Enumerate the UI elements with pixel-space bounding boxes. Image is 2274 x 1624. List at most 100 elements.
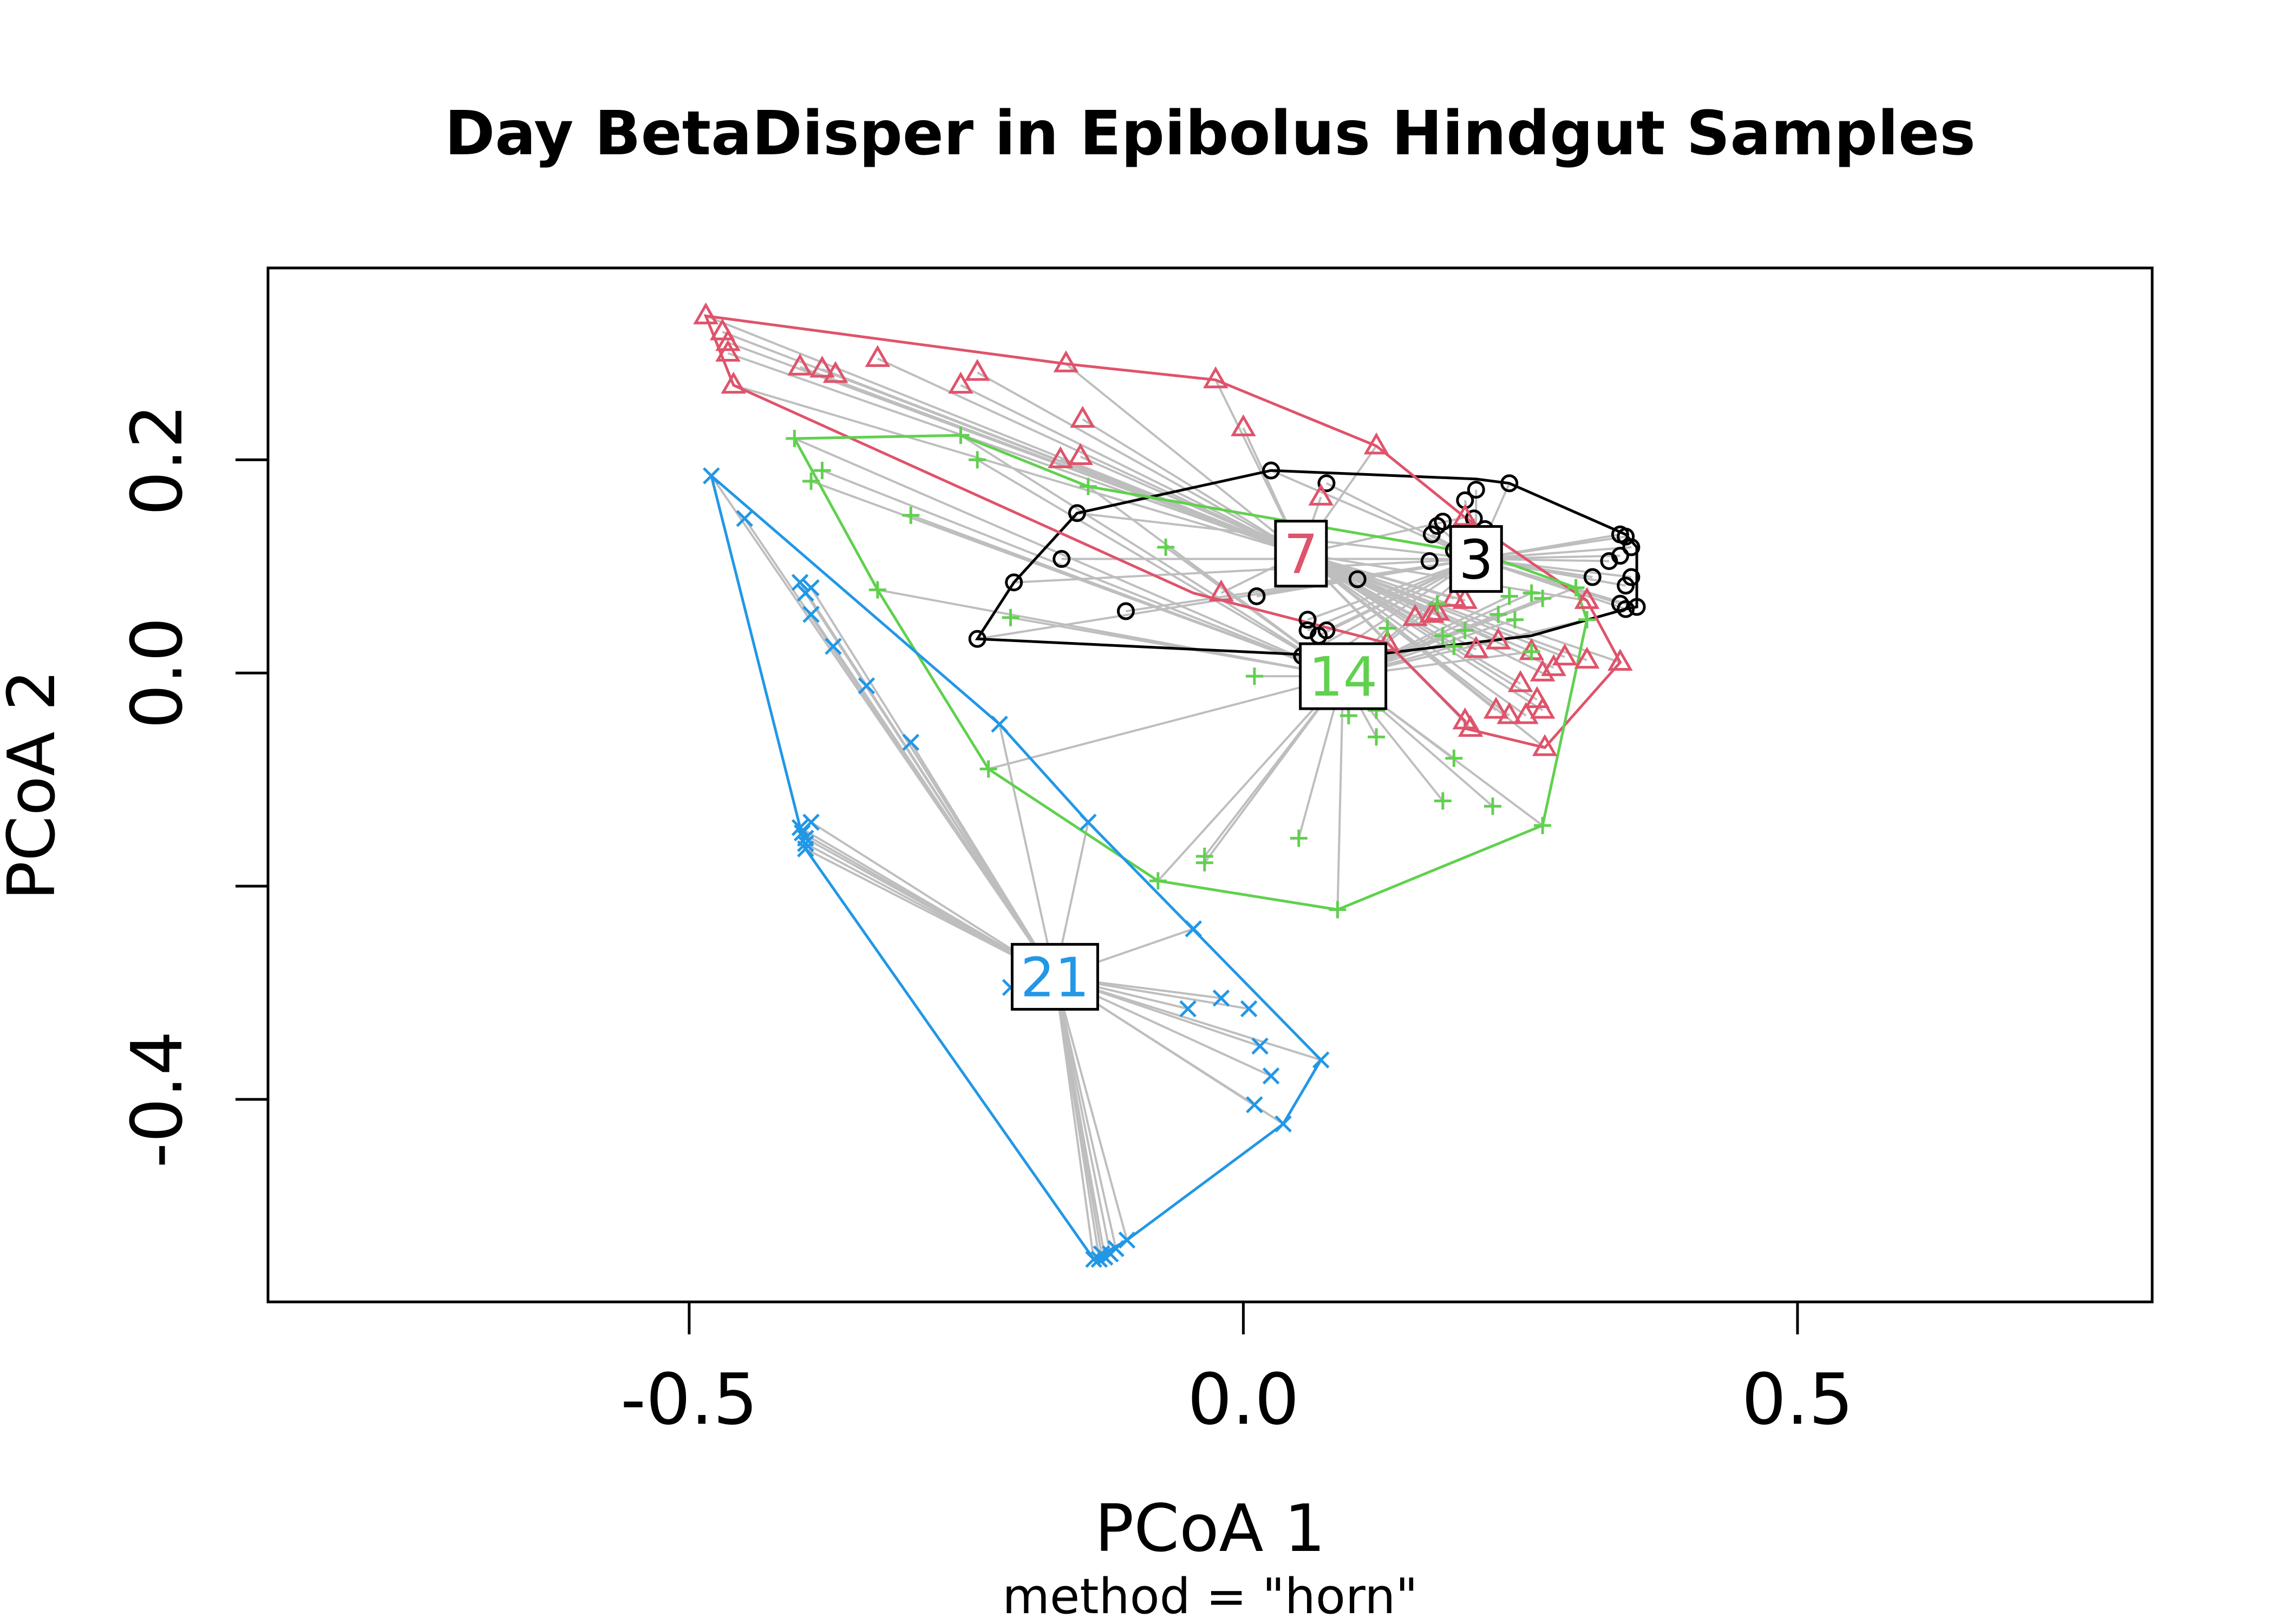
point-14-2 (813, 462, 831, 480)
point-3-35 (1617, 600, 1635, 618)
point-3-26 (1583, 568, 1602, 586)
point-3-23 (1467, 481, 1485, 499)
point-7-4 (721, 371, 747, 394)
centroid-label-14: 14 (1299, 642, 1388, 710)
point-3-34 (1611, 594, 1629, 613)
point-14-36 (1534, 816, 1552, 834)
point-7-7 (822, 361, 848, 383)
point-3-2 (1053, 550, 1071, 568)
group-hulls (703, 314, 1638, 1261)
point-7-29 (1463, 636, 1489, 658)
point-7-26 (1402, 604, 1428, 626)
x-tick-label-1: 0.0 (1187, 1358, 1299, 1440)
y-tick-label-0: -0.4 (116, 1031, 198, 1168)
point-7-36 (1530, 659, 1556, 682)
point-3-7 (1317, 474, 1336, 493)
point-7-13 (1048, 446, 1073, 468)
point-21-6 (825, 638, 842, 655)
point-7-34 (1608, 649, 1633, 671)
point-21-16 (797, 840, 814, 857)
point-3-3 (1068, 504, 1086, 522)
point-21-11 (791, 818, 809, 836)
centroid-box-7 (1274, 520, 1328, 588)
segment-7-3 (727, 352, 1302, 555)
segment-21-9 (998, 724, 1056, 977)
segment-14-13 (1157, 675, 1344, 882)
segment-14-2 (821, 469, 1344, 678)
point-14-8 (1002, 608, 1020, 626)
point-7-27 (1424, 598, 1450, 621)
point-14-12 (1195, 854, 1213, 872)
segment-14-15 (1336, 676, 1344, 910)
point-7-32 (1552, 643, 1578, 666)
point-21-0 (703, 467, 720, 484)
point-14-13 (1149, 872, 1167, 890)
centroid-label-21: 21 (1010, 942, 1099, 1011)
centroid-text-14: 14 (1309, 645, 1377, 709)
point-7-5 (787, 353, 813, 376)
segment-7-21 (1301, 516, 1466, 555)
segment-7-9 (960, 384, 1302, 555)
point-3-1 (1005, 573, 1023, 592)
point-3-9 (1298, 611, 1317, 629)
point-3-15 (1420, 552, 1439, 570)
segment-7-33 (1301, 552, 1587, 662)
segment-14-4 (910, 514, 1344, 678)
point-21-33 (1093, 1245, 1110, 1263)
point-14-26 (1434, 792, 1452, 810)
point-14-4 (902, 506, 920, 524)
y-axis-title: PCoA 2 (0, 670, 70, 900)
point-7-17 (1363, 432, 1389, 455)
segment-7-39 (1300, 553, 1544, 711)
point-14-6 (969, 451, 986, 469)
point-7-22 (1574, 587, 1600, 609)
point-14-33 (1567, 579, 1585, 597)
segment-14-5 (960, 434, 1344, 677)
point-21-26 (1275, 1115, 1292, 1132)
point-14-10 (1157, 538, 1175, 556)
segment-21-7 (865, 685, 1056, 978)
point-3-6 (1262, 461, 1280, 480)
point-21-7 (858, 677, 875, 695)
point-7-40 (1513, 702, 1539, 724)
point-7-19 (1208, 579, 1234, 602)
point-7-14 (1068, 443, 1093, 466)
point-3-4 (1116, 602, 1135, 620)
segment-7-29 (1300, 552, 1477, 651)
hull-group-3 (975, 469, 1638, 659)
y-tick-label-2: 0.0 (116, 617, 198, 729)
point-21-31 (1090, 1250, 1108, 1268)
segment-7-25 (1301, 552, 1466, 602)
point-21-22 (1251, 1037, 1269, 1055)
point-14-29 (1500, 587, 1518, 605)
point-7-33 (1574, 646, 1600, 669)
point-21-27 (1118, 1232, 1136, 1249)
point-14-30 (1506, 611, 1524, 628)
point-7-12 (1070, 405, 1095, 428)
point-7-24 (1441, 585, 1467, 607)
sample-points (693, 302, 1646, 1268)
centroid-box-14 (1299, 642, 1388, 710)
point-14-34 (1578, 611, 1596, 628)
point-3-18 (1434, 513, 1452, 531)
point-14-19 (1368, 728, 1386, 746)
point-21-18 (1185, 920, 1203, 938)
point-3-0 (968, 630, 986, 648)
point-21-10 (1080, 814, 1097, 831)
point-14-32 (1534, 590, 1552, 607)
segment-21-32 (1054, 977, 1095, 1260)
point-14-9 (1079, 477, 1097, 495)
segment-7-11 (1065, 363, 1302, 555)
point-3-33 (1617, 577, 1635, 595)
point-3-36 (1628, 598, 1646, 616)
point-21-8 (902, 734, 920, 751)
point-14-23 (1445, 638, 1463, 656)
point-14-15 (1329, 901, 1347, 919)
point-14-20 (1378, 619, 1396, 637)
point-21-19 (1179, 1000, 1197, 1018)
x-tick-label-0: -0.5 (620, 1358, 758, 1440)
segment-3-1 (1014, 558, 1476, 584)
hull-group-14 (792, 434, 1589, 911)
group-centroids: 3 7 14 21 (1010, 520, 1503, 1011)
